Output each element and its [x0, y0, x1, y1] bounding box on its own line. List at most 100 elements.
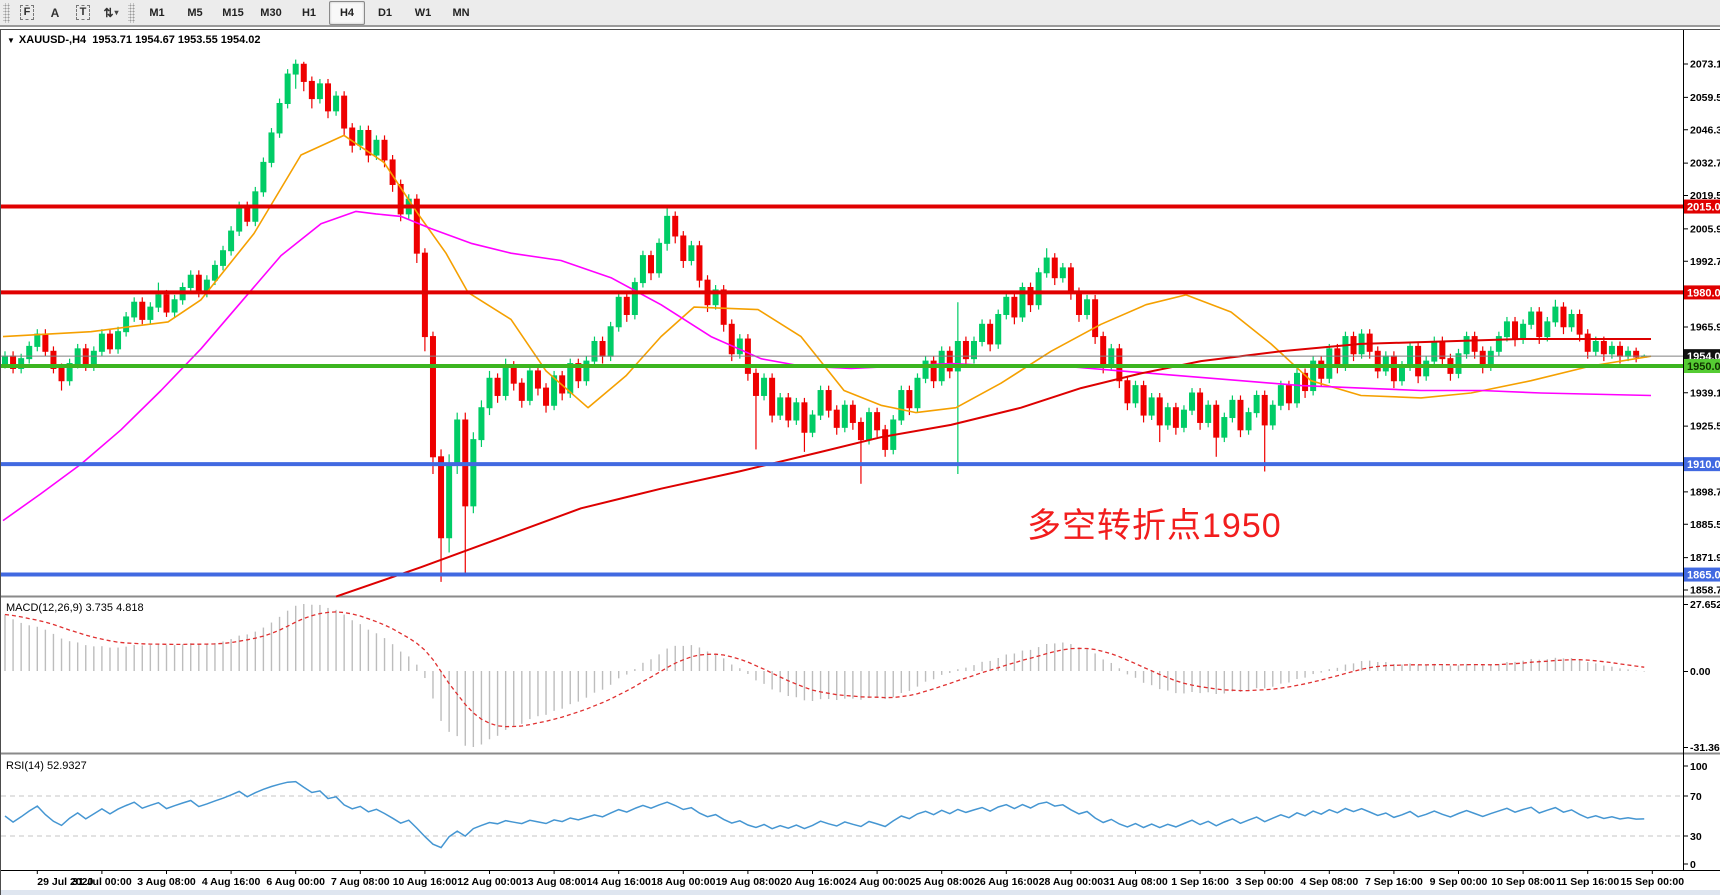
candle-body — [987, 323, 994, 345]
time-tick-label: 28 Aug 00:00 — [1039, 876, 1104, 888]
candle-body — [316, 83, 323, 100]
candle-body — [664, 215, 671, 244]
timeframe-button-mn[interactable]: MN — [452, 6, 470, 19]
candle-body — [1172, 407, 1179, 428]
candle-body — [1294, 372, 1300, 404]
chart-dropdown-icon[interactable]: ▼ — [7, 36, 15, 45]
macd-signal-line — [4, 611, 1645, 728]
timeframe-button-m5[interactable]: M5 — [187, 6, 203, 19]
candle-body — [728, 323, 735, 355]
candle-body — [1390, 355, 1397, 382]
time-tick-label: 3 Sep 00:00 — [1236, 876, 1294, 888]
candle-body — [1334, 348, 1341, 367]
time-tick-label: 20 Aug 16:00 — [780, 876, 845, 888]
toolbar-drag-handle[interactable] — [3, 2, 10, 23]
price-tick-label: 1965.90 — [1690, 322, 1720, 334]
candle-body — [325, 83, 331, 112]
candle-body — [1156, 397, 1163, 426]
arrows-tool-icon[interactable]: ⇅ ▾ — [98, 1, 124, 25]
time-tick-label: 18 Aug 00:00 — [651, 876, 716, 888]
candle-body — [494, 377, 501, 396]
price-badge-label: 1980.00 — [1687, 287, 1720, 299]
candles-layer — [2, 59, 1648, 582]
candle-body — [922, 360, 929, 379]
ma-fast-orange — [2, 134, 1652, 414]
candle-body — [1245, 412, 1252, 431]
candle-body — [946, 350, 953, 372]
candle-body — [995, 313, 1002, 345]
candle-body — [106, 333, 113, 350]
candle-body — [623, 296, 630, 315]
drawing-tools-group: F A T ⇅ ▾ — [13, 1, 125, 25]
timeframe-button-d1[interactable]: D1 — [377, 6, 393, 19]
chart-symbol-period: XAUUSD-,H4 — [18, 34, 87, 46]
candle-body — [1213, 404, 1220, 438]
candle-body — [720, 289, 727, 325]
candle-body — [1382, 355, 1389, 372]
timeframe-button-m15[interactable]: M15 — [222, 6, 244, 19]
fibonacci-tool-icon[interactable]: F — [14, 1, 40, 25]
price-tick-label: 2019.50 — [1690, 190, 1720, 202]
timeframe-button-h1[interactable]: H1 — [301, 6, 317, 19]
rsi-axis-label: 100 — [1690, 761, 1708, 773]
chart-text-annotation[interactable]: 多空转折点1950 — [1027, 507, 1282, 545]
candle-body — [1318, 360, 1325, 379]
chart-ohlc-readout: 1953.71 1954.67 1953.55 1954.02 — [92, 34, 261, 46]
candle-body — [817, 390, 824, 416]
candle-body — [2, 355, 8, 365]
candle-body — [1431, 340, 1438, 362]
time-tick-label: 9 Sep 00:00 — [1430, 876, 1488, 888]
timeframe-button-w1[interactable]: W1 — [414, 6, 432, 19]
candle-body — [1633, 350, 1640, 358]
timeframe-toolbar-drag-handle[interactable] — [128, 2, 135, 23]
candle-body — [187, 274, 194, 289]
candle-body — [1221, 417, 1228, 438]
horizontal-lines-layer[interactable]: 2015.001980.001954.021950.001910.001865.… — [1, 199, 1720, 582]
candle-body — [34, 333, 41, 347]
price-tick-label: 1871.90 — [1690, 552, 1720, 564]
candle-body — [1552, 306, 1559, 323]
macd-axis-label: 27.652 — [1690, 599, 1720, 611]
candle-body — [1302, 372, 1309, 392]
candle-body — [575, 363, 582, 382]
time-tick-label: 13 Aug 08:00 — [522, 876, 587, 888]
candle-body — [163, 294, 170, 313]
text-tool-icon[interactable]: A — [42, 1, 68, 25]
candle-body — [90, 350, 97, 367]
candle-body — [211, 264, 218, 281]
candle-body — [526, 370, 533, 401]
price-tick-label: 1858.70 — [1690, 585, 1720, 597]
time-tick-label: 24 Aug 00:00 — [845, 876, 910, 888]
candle-body — [1011, 296, 1018, 318]
timeframe-button-h4[interactable]: H4 — [329, 0, 365, 25]
candle-body — [486, 377, 493, 409]
candle-body — [1124, 380, 1131, 404]
candle-body — [413, 198, 420, 254]
candle-body — [1084, 299, 1091, 315]
candle-body — [1471, 336, 1478, 352]
candle-body — [866, 412, 873, 441]
price-tick-label: 2005.90 — [1690, 223, 1720, 235]
candle-body — [1059, 267, 1066, 279]
candle-body — [1108, 348, 1115, 367]
chevron-down-icon[interactable]: ▾ — [114, 8, 119, 17]
candle-body — [1342, 336, 1349, 367]
price-tick-label: 1898.70 — [1690, 486, 1720, 498]
candle-body — [1326, 348, 1333, 379]
timeframe-button-m30[interactable]: M30 — [260, 6, 282, 19]
time-tick-label: 15 Sep 00:00 — [1620, 876, 1684, 888]
fibonacci-tool-glyph: F — [19, 5, 35, 20]
text-label-tool-icon[interactable]: T — [70, 1, 96, 25]
timeframe-button-m1[interactable]: M1 — [149, 6, 165, 19]
candle-body — [244, 206, 251, 222]
candle-body — [123, 316, 130, 333]
price-badge-label: 1865.00 — [1687, 570, 1720, 582]
candle-body — [1503, 321, 1510, 338]
candle-body — [1463, 336, 1470, 355]
candle-body — [1520, 323, 1527, 340]
candle-body — [478, 407, 485, 441]
price-badge-label: 2015.00 — [1687, 202, 1720, 214]
candle-body — [171, 299, 178, 313]
candle-body — [333, 95, 340, 112]
